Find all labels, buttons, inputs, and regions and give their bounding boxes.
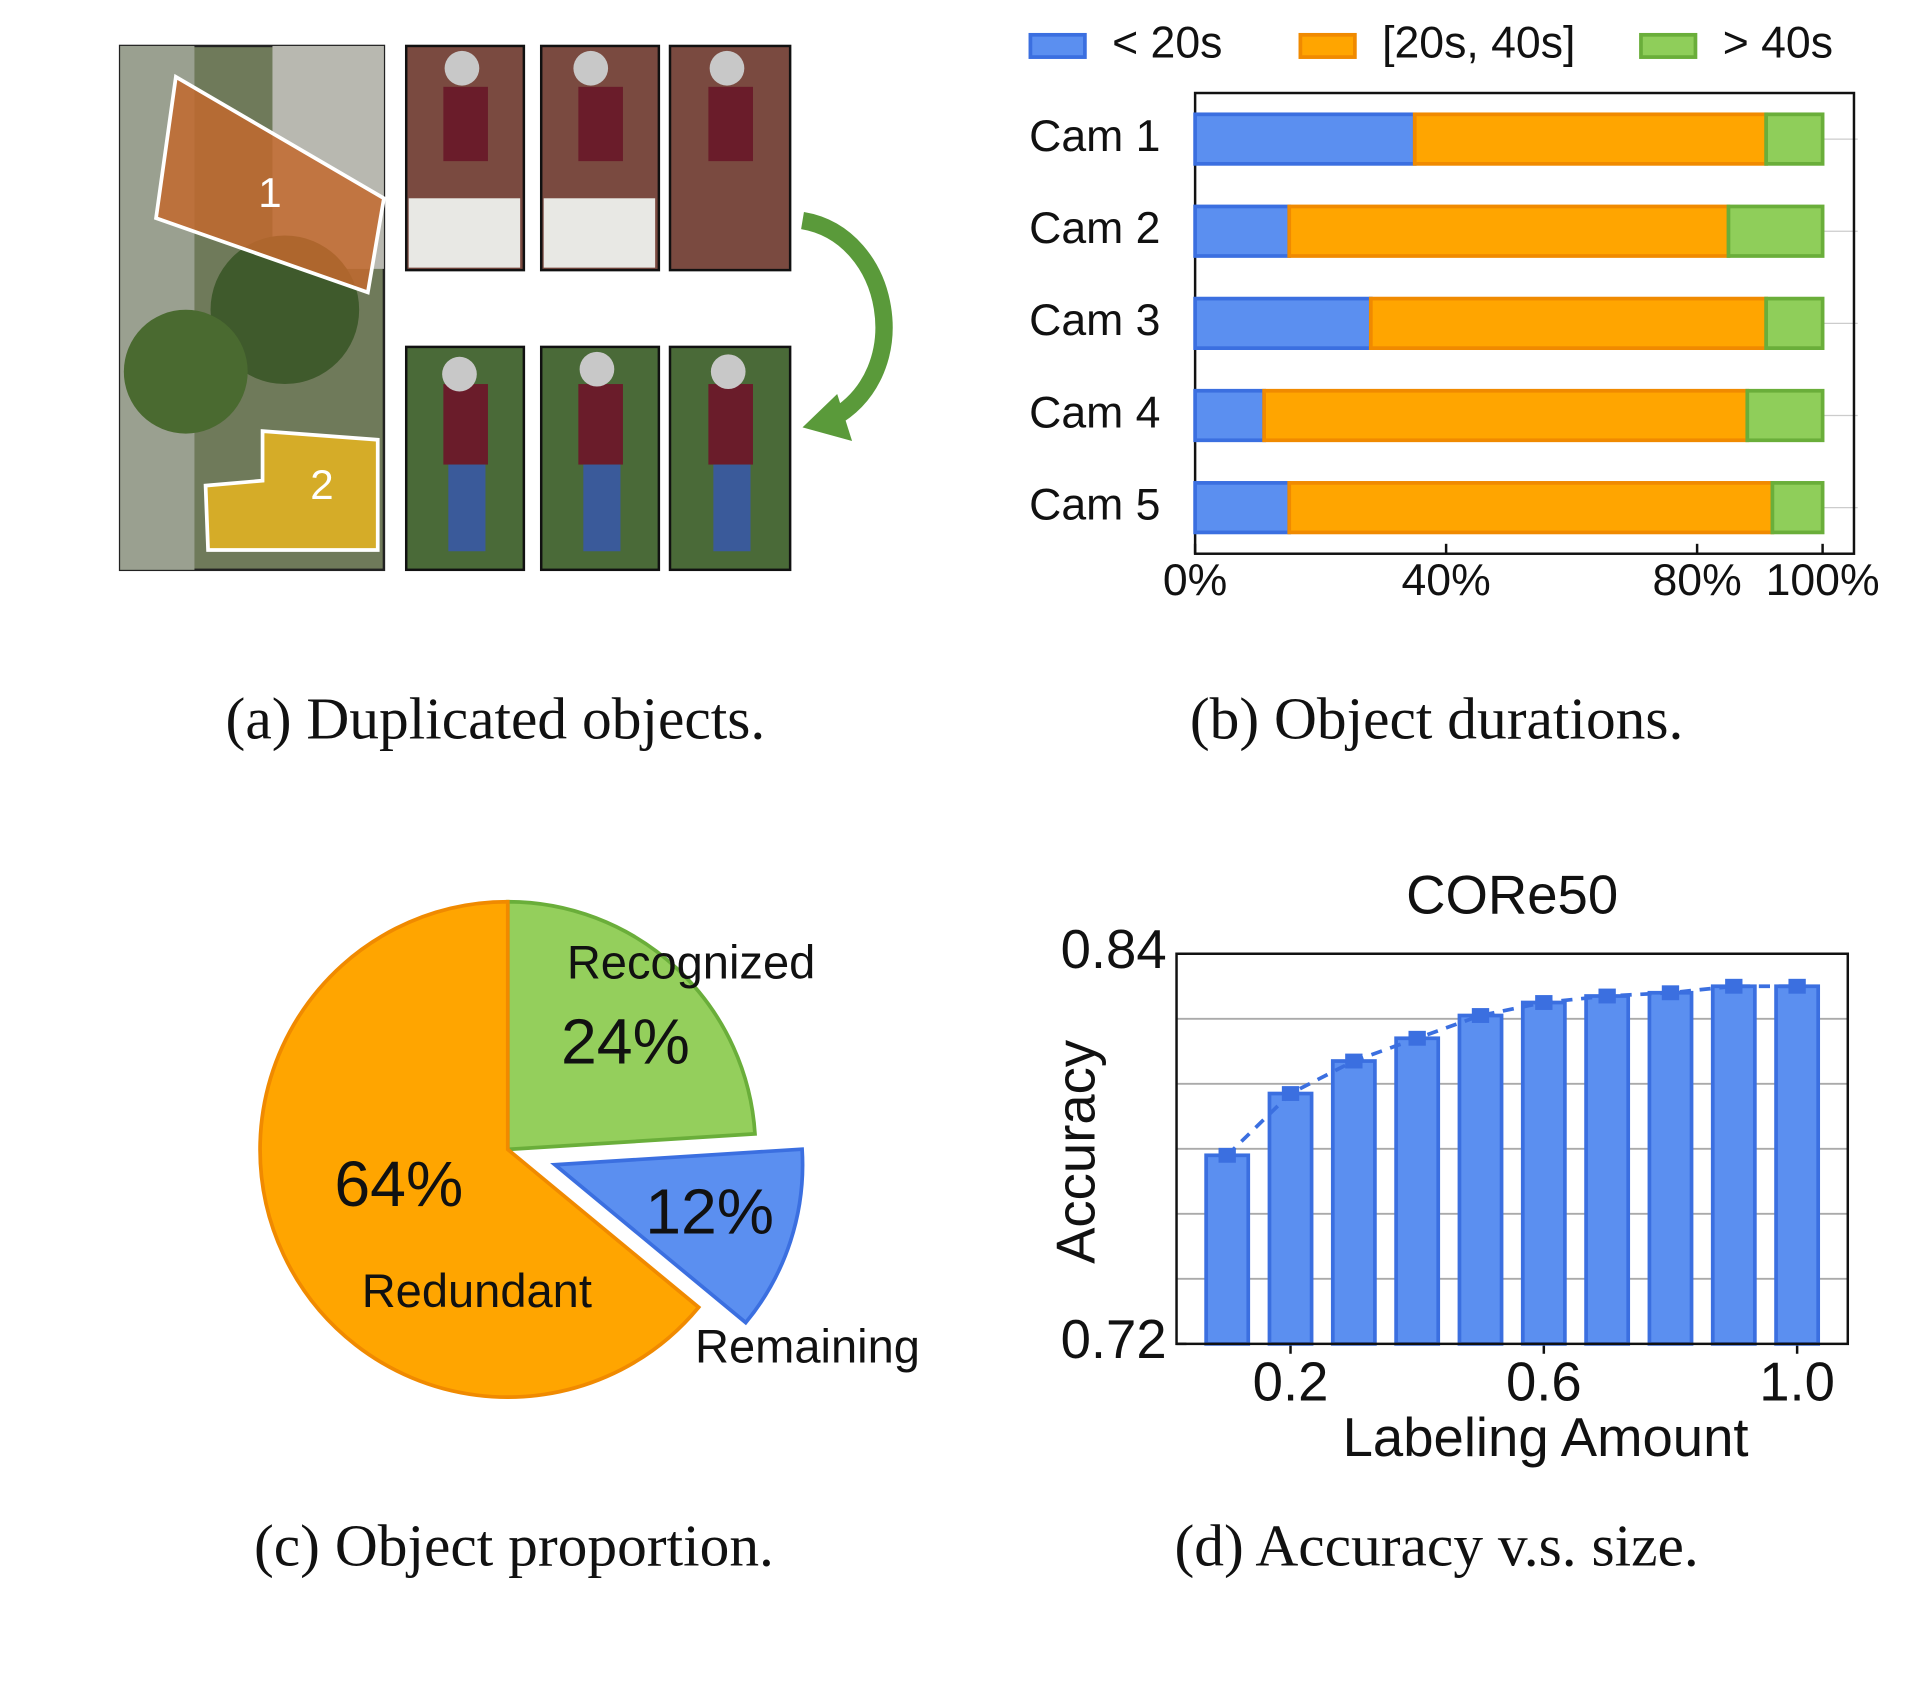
marker [1408, 1030, 1426, 1046]
marker [1725, 978, 1743, 994]
marker [1281, 1086, 1300, 1101]
bar [1267, 1091, 1314, 1346]
x-tick-label: 0.6 [1506, 1351, 1582, 1412]
photo-panel: 1 2 [118, 44, 893, 572]
pie-slice [505, 899, 757, 1152]
bar [1394, 1036, 1441, 1346]
x-tick-label: 100% [1766, 556, 1880, 605]
marker [1598, 988, 1616, 1004]
trend-line [1225, 984, 1798, 1157]
x-axis-label: Labeling Amount [1343, 1407, 1749, 1468]
bar [1710, 984, 1757, 1346]
slice-name: Redundant [362, 1264, 592, 1317]
x-tick-label: 40% [1401, 556, 1490, 605]
bar-segment [1368, 296, 1768, 350]
bar [1330, 1059, 1377, 1346]
legend-swatch [1028, 32, 1087, 59]
pie-slice [550, 1147, 805, 1326]
caption: (b) Object durations. [1190, 685, 1684, 751]
bar-segment [1193, 204, 1292, 258]
bar-segment [1193, 296, 1373, 350]
bar [1457, 1013, 1504, 1346]
marker [1218, 1147, 1236, 1163]
legend-label: < 20s [1112, 19, 1222, 68]
x-tick-label: 0.2 [1253, 1351, 1329, 1412]
bar [1774, 984, 1821, 1346]
caption: (c) Object proportion. [254, 1513, 774, 1579]
bar [1584, 994, 1631, 1346]
zone-label: 2 [310, 461, 333, 508]
y-tick-label: Cam 3 [1029, 296, 1160, 345]
legend-swatch [1298, 32, 1357, 59]
legend-label: > 40s [1723, 19, 1833, 68]
bar-segment [1726, 204, 1825, 258]
bar-segment [1745, 388, 1825, 443]
marker [1661, 985, 1680, 1001]
bar-segment [1262, 388, 1750, 443]
plot-frame [1175, 952, 1850, 1346]
x-tick-label: 80% [1652, 556, 1741, 605]
y-tick-label: Cam 2 [1029, 204, 1160, 253]
caption: (a) Duplicated objects. [226, 685, 766, 751]
caption: (d) Accuracy v.s. size. [1174, 1513, 1698, 1579]
legend-swatch [1639, 32, 1698, 59]
y-tick-label: 0.72 [1061, 1309, 1167, 1370]
zone-label: 1 [258, 169, 281, 216]
x-tick-label: 1.0 [1759, 1351, 1835, 1412]
bar-segment [1193, 481, 1292, 535]
y-tick-label: Cam 4 [1029, 388, 1160, 437]
bar [1647, 990, 1694, 1346]
marker [1471, 1008, 1490, 1023]
chart-title: CORe50 [1406, 865, 1618, 926]
y-tick-label: Cam 1 [1029, 112, 1160, 161]
bar-segment [1287, 481, 1775, 535]
marker [1788, 978, 1806, 994]
x-tick-label: 0% [1163, 556, 1227, 605]
legend-label: [20s, 40s] [1382, 19, 1575, 68]
bar [1204, 1153, 1251, 1346]
marker [1535, 995, 1553, 1010]
bar-segment [1193, 388, 1266, 443]
bar-segment [1764, 296, 1825, 350]
slice-value: 64% [334, 1148, 463, 1220]
bar-segment [1412, 112, 1768, 166]
slice-name: Remaining [695, 1319, 920, 1372]
marker [1345, 1053, 1363, 1069]
bar-segment [1287, 204, 1731, 258]
bar-segment [1770, 481, 1825, 535]
y-tick-label: 0.84 [1061, 919, 1167, 980]
bar-segment [1193, 112, 1417, 166]
y-tick-label: Cam 5 [1029, 480, 1160, 529]
bar [1520, 1000, 1567, 1346]
slice-name: Recognized [567, 936, 815, 989]
slice-value: 12% [645, 1175, 774, 1247]
y-axis-label: Accuracy [1045, 1039, 1106, 1264]
pie-slice [258, 899, 702, 1399]
slice-value: 24% [561, 1006, 690, 1078]
bar-segment [1764, 112, 1825, 166]
